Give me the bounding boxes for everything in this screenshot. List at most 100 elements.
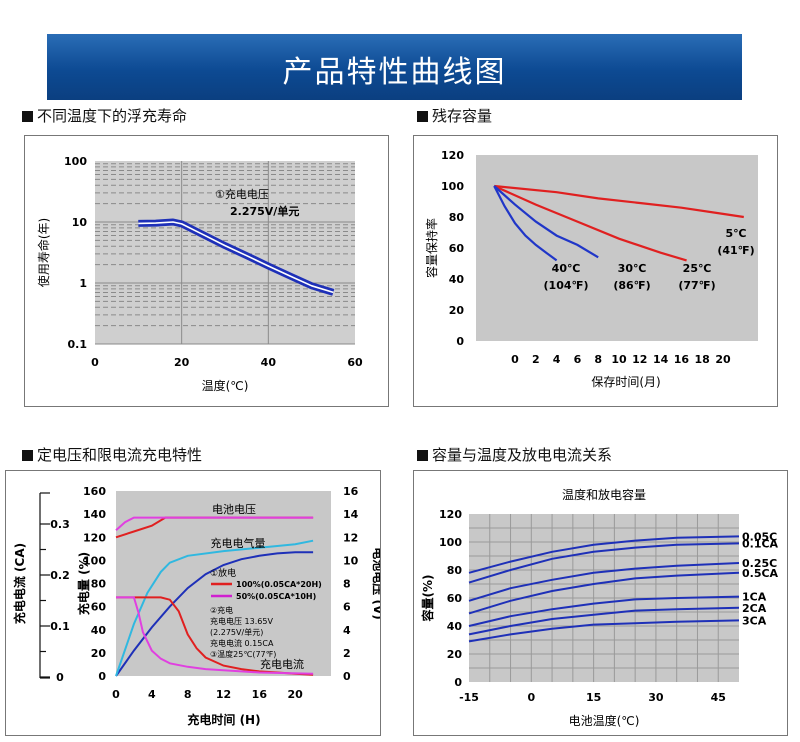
y-tick-label: 60 [449,242,465,255]
x-tick-label: 40 [261,356,277,369]
y2-tick-label: 0 [343,670,351,683]
series-label: 0.5CA [742,567,779,580]
y2-tick-label: 16 [343,485,359,498]
chart-panel-float-life: 0.1 1 10 100 0 20 40 60 ①充电电压 2.275V/单元 温度(℃) 使用寿命(… [24,135,389,407]
y2-tick-label: 8 [343,578,351,591]
y-tick-label: 100 [64,155,87,168]
y2-tick-label: 10 [343,554,359,567]
y-tick-label: 100 [83,554,106,567]
series-line [468,595,740,627]
y-axis-label: 容量(%) [420,575,435,623]
x-tick-label: 4 [553,353,561,366]
x-axis-label: 电池温度(℃) [569,713,640,728]
y2-tick-label: 12 [343,531,358,544]
annotation-line: 2.275V/单元 [230,204,299,218]
y-tick-label: 20 [91,647,107,660]
series-label: (86℉) [613,279,650,292]
series-line [468,571,740,615]
y3-tick-label: 0 [56,671,64,684]
page-title: 产品特性曲线图 [282,55,507,90]
y-tick-label: 60 [91,601,107,614]
series-label: 40℃ [552,262,581,275]
plot-area [476,155,758,341]
y-axis-label: 使用寿命(年) [36,218,51,287]
series-line [493,185,599,259]
x-tick-label: 20 [288,688,304,701]
x-tick-label: 20 [715,353,731,366]
chart-note: ③温度25℃(77℉) [210,649,276,659]
series-label: 2CA [742,602,767,615]
chart-title: 温度和放电容量 [562,487,646,502]
series-line [468,619,740,643]
y3-tick-label: 0.2 [50,569,70,582]
series-line [493,184,687,262]
x-tick-label: 18 [695,353,710,366]
bullet-square-icon [22,111,33,122]
chart-panel-residual-capacity: 0 20 40 60 80 100 120 0 2 4 6 8 10 12 14 16 18 20 5℃ (41℉) 2… [413,135,778,407]
series-label: 5℃ [726,227,747,240]
bullet-square-icon [417,111,428,122]
series-line [468,535,740,574]
x-tick-label: 0 [112,688,120,701]
curve-label: 充电电流 [260,657,304,671]
curve-label: 电池电压 [212,503,256,516]
y2-tick-label: 6 [343,601,351,614]
x-tick-label: 12 [632,353,647,366]
series-label: 30℃ [618,262,647,275]
x-axis-label: 充电时间 (H) [187,712,260,727]
x-tick-label: 0 [511,353,519,366]
series-label: 0.1CA [742,537,779,550]
annotation-line: ①充电电压 [215,187,269,201]
y-tick-label: 80 [449,211,465,224]
series-line [468,562,740,602]
x-tick-label: 0 [527,691,535,704]
series-label: 0.05C [742,530,777,543]
y-tick-label: 0.1 [68,338,88,351]
x-tick-label: 20 [174,356,190,369]
y2-tick-label: 4 [343,624,351,637]
x-tick-label: 16 [674,353,690,366]
series-label: 0.25C [742,557,777,570]
y3-axis-label: 充电电流 (CA) [12,543,27,624]
series-line [115,516,314,532]
section-heading-residual-capacity: 残存容量 [417,105,492,126]
y-tick-label: 120 [439,508,462,521]
y-tick-label: 100 [441,180,464,193]
x-tick-label: 12 [216,688,231,701]
y2-axis-label: 电池电压 (V) [371,547,380,619]
chart-note: 充电电流 0.15CA [210,638,274,648]
y-axis-label: 容量保持率 [424,218,439,278]
y-tick-label: 20 [449,304,465,317]
series-label: 3CA [742,614,767,627]
chart-note: 充电电压 13.65V [210,616,273,626]
y-tick-label: 40 [449,273,465,286]
y-tick-label: 1 [79,277,87,290]
x-tick-label: 14 [653,353,669,366]
series-label: (77℉) [678,279,715,292]
series-line [494,184,744,219]
chart-note: ②充电 [210,605,233,615]
y2-tick-label: 14 [343,508,359,521]
x-axis-label: 保存时间(月) [591,375,660,389]
series-line [115,539,314,677]
chart-note: (2.275V/单元) [210,627,263,637]
y-tick-label: 40 [91,624,107,637]
y-axis-label: 充电量 (%) [76,552,91,615]
y3-tick-label: 0.1 [50,620,70,633]
section-heading-charge-characteristics: 定电压和限电流充电特性 [22,444,202,465]
legend-label: 100%(0.05CA*20H) [236,580,322,589]
y-tick-label: 0 [456,335,464,348]
y-tick-label: 0 [98,670,106,683]
series-label: (41℉) [717,244,754,257]
series-label: 25℃ [683,262,712,275]
y-tick-label: 160 [83,485,106,498]
y-tick-label: 20 [447,648,463,661]
plot-area [95,161,355,344]
x-tick-label: 16 [252,688,268,701]
y3-tick-label: 0.3 [50,518,70,531]
legend-label: 50%(0.05CA*10H) [236,592,316,601]
series-line [468,606,740,636]
x-axis-label: 温度(℃) [202,378,249,393]
